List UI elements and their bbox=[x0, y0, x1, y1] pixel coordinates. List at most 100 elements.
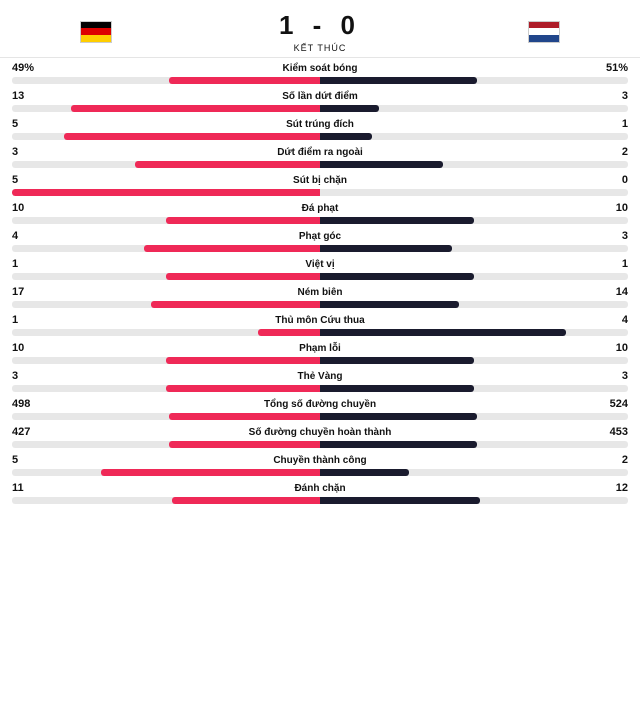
stat-name: Phạm lỗi bbox=[42, 343, 598, 354]
away-bar-fill bbox=[320, 273, 474, 280]
away-bar-fill bbox=[320, 245, 452, 252]
away-bar-fill bbox=[320, 161, 443, 168]
home-bar-fill bbox=[71, 105, 320, 112]
stat-bar bbox=[12, 77, 628, 84]
stat-away-value: 3 bbox=[598, 90, 628, 102]
stat-away-value: 12 bbox=[598, 482, 628, 494]
stat-bar bbox=[12, 469, 628, 476]
stat-labels: 5Sút bị chặn0 bbox=[12, 174, 628, 186]
stat-labels: 11Đánh chặn12 bbox=[12, 482, 628, 494]
away-bar-fill bbox=[320, 105, 379, 112]
home-bar-fill bbox=[101, 469, 320, 476]
stat-labels: 5Chuyền thành công2 bbox=[12, 454, 628, 466]
stat-labels: 5Sút trúng đích1 bbox=[12, 118, 628, 130]
stat-bar bbox=[12, 441, 628, 448]
stat-labels: 3Thẻ Vàng3 bbox=[12, 370, 628, 382]
stat-home-value: 13 bbox=[12, 90, 42, 102]
stat-name: Chuyền thành công bbox=[42, 455, 598, 466]
stat-name: Đánh chặn bbox=[42, 483, 598, 494]
stat-row: 4Phạt góc3 bbox=[12, 230, 628, 252]
home-bar-fill bbox=[151, 301, 320, 308]
stat-bar bbox=[12, 497, 628, 504]
match-header: 1 - 0 KẾT THÚC bbox=[0, 0, 640, 58]
stat-away-value: 10 bbox=[598, 342, 628, 354]
stat-row: 3Thẻ Vàng3 bbox=[12, 370, 628, 392]
stat-labels: 1Thủ môn Cứu thua4 bbox=[12, 314, 628, 326]
stat-labels: 17Ném biên14 bbox=[12, 286, 628, 298]
stat-row: 3Dứt điểm ra ngoài2 bbox=[12, 146, 628, 168]
score-block: 1 - 0 KẾT THÚC bbox=[279, 10, 361, 53]
stat-away-value: 2 bbox=[598, 146, 628, 158]
stat-bar bbox=[12, 245, 628, 252]
away-bar-fill bbox=[320, 385, 474, 392]
stat-row: 10Phạm lỗi10 bbox=[12, 342, 628, 364]
stat-labels: 3Dứt điểm ra ngoài2 bbox=[12, 146, 628, 158]
stat-name: Thủ môn Cứu thua bbox=[42, 315, 598, 326]
home-bar-fill bbox=[12, 189, 320, 196]
stat-row: 1Việt vị1 bbox=[12, 258, 628, 280]
stat-name: Đá phạt bbox=[42, 203, 598, 214]
home-bar-fill bbox=[166, 273, 320, 280]
home-bar-fill bbox=[166, 217, 320, 224]
away-bar-fill bbox=[320, 357, 474, 364]
home-bar-fill bbox=[64, 133, 320, 140]
stat-name: Ném biên bbox=[42, 287, 598, 298]
stat-row: 49%Kiểm soát bóng51% bbox=[12, 62, 628, 84]
stat-bar bbox=[12, 273, 628, 280]
home-bar-fill bbox=[166, 385, 320, 392]
stat-name: Việt vị bbox=[42, 259, 598, 270]
stat-name: Dứt điểm ra ngoài bbox=[42, 147, 598, 158]
stat-labels: 498Tổng số đường chuyền524 bbox=[12, 398, 628, 410]
stat-home-value: 10 bbox=[12, 202, 42, 214]
stat-home-value: 1 bbox=[12, 314, 42, 326]
stat-row: 11Đánh chặn12 bbox=[12, 482, 628, 504]
stat-labels: 13Số lần dứt điểm3 bbox=[12, 90, 628, 102]
stat-away-value: 4 bbox=[598, 314, 628, 326]
match-score: 1 - 0 bbox=[279, 10, 361, 41]
stat-home-value: 1 bbox=[12, 258, 42, 270]
stat-name: Phạt góc bbox=[42, 231, 598, 242]
home-bar-fill bbox=[135, 161, 320, 168]
stat-home-value: 5 bbox=[12, 174, 42, 186]
away-flag-icon bbox=[528, 21, 560, 43]
stat-home-value: 498 bbox=[12, 398, 42, 410]
stat-home-value: 5 bbox=[12, 118, 42, 130]
stat-away-value: 51% bbox=[598, 62, 628, 74]
stat-away-value: 3 bbox=[598, 370, 628, 382]
stat-home-value: 17 bbox=[12, 286, 42, 298]
stat-name: Sút bị chặn bbox=[42, 175, 598, 186]
away-bar-fill bbox=[320, 217, 474, 224]
away-bar-fill bbox=[320, 497, 480, 504]
stat-bar bbox=[12, 301, 628, 308]
home-bar-fill bbox=[258, 329, 320, 336]
stat-row: 427Số đường chuyền hoàn thành453 bbox=[12, 426, 628, 448]
stat-home-value: 11 bbox=[12, 482, 42, 494]
stat-row: 498Tổng số đường chuyền524 bbox=[12, 398, 628, 420]
stat-away-value: 524 bbox=[598, 398, 628, 410]
home-bar-fill bbox=[172, 497, 320, 504]
stat-row: 5Sút trúng đích1 bbox=[12, 118, 628, 140]
home-bar-fill bbox=[144, 245, 320, 252]
away-bar-fill bbox=[320, 413, 477, 420]
stat-name: Số lần dứt điểm bbox=[42, 91, 598, 102]
stat-bar bbox=[12, 413, 628, 420]
stat-home-value: 4 bbox=[12, 230, 42, 242]
stat-labels: 1Việt vị1 bbox=[12, 258, 628, 270]
away-bar-fill bbox=[320, 77, 477, 84]
stat-labels: 4Phạt góc3 bbox=[12, 230, 628, 242]
stat-row: 5Chuyền thành công2 bbox=[12, 454, 628, 476]
stat-away-value: 10 bbox=[598, 202, 628, 214]
stat-away-value: 14 bbox=[598, 286, 628, 298]
away-bar-fill bbox=[320, 469, 409, 476]
stat-away-value: 1 bbox=[598, 258, 628, 270]
away-bar-fill bbox=[320, 133, 372, 140]
stat-home-value: 427 bbox=[12, 426, 42, 438]
stat-labels: 49%Kiểm soát bóng51% bbox=[12, 62, 628, 74]
stat-labels: 10Đá phạt10 bbox=[12, 202, 628, 214]
stat-name: Kiểm soát bóng bbox=[42, 63, 598, 74]
stat-home-value: 10 bbox=[12, 342, 42, 354]
stats-container: 49%Kiểm soát bóng51%13Số lần dứt điểm35S… bbox=[0, 58, 640, 520]
stat-away-value: 2 bbox=[598, 454, 628, 466]
away-bar-fill bbox=[320, 301, 459, 308]
away-bar-fill bbox=[320, 329, 566, 336]
